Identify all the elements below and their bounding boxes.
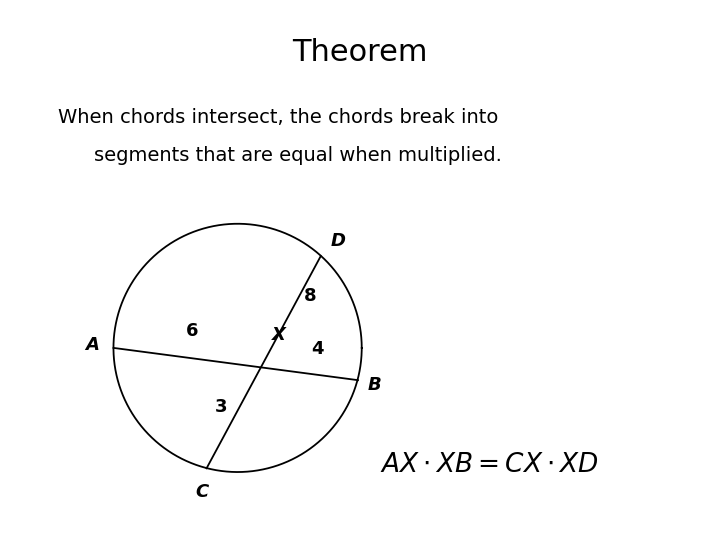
Text: 8: 8: [304, 287, 317, 305]
Text: X: X: [272, 326, 287, 344]
Text: 4: 4: [312, 340, 324, 358]
Text: 6: 6: [186, 321, 198, 340]
Text: B: B: [368, 376, 382, 394]
Text: Theorem: Theorem: [292, 38, 428, 67]
Text: C: C: [195, 483, 208, 501]
Text: D: D: [330, 232, 346, 250]
Text: $AX \cdot XB = CX \cdot XD$: $AX \cdot XB = CX \cdot XD$: [380, 452, 599, 477]
Text: segments that are equal when multiplied.: segments that are equal when multiplied.: [94, 146, 501, 165]
Text: 3: 3: [215, 398, 227, 416]
Text: A: A: [85, 336, 99, 354]
Text: When chords intersect, the chords break into: When chords intersect, the chords break …: [58, 108, 498, 127]
